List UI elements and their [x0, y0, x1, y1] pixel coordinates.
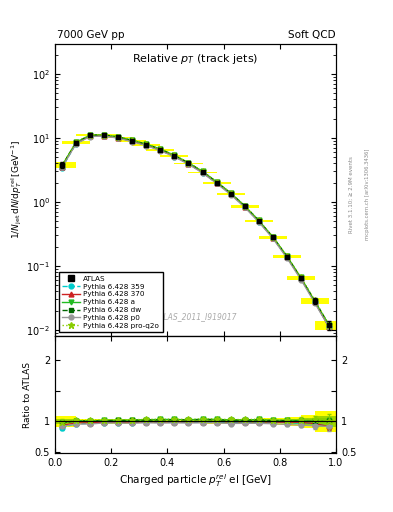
- Y-axis label: Ratio to ATLAS: Ratio to ATLAS: [23, 361, 32, 428]
- Bar: [189, 420, 217, 422]
- Bar: [76, 420, 104, 422]
- Bar: [132, 144, 160, 146]
- Bar: [217, 419, 245, 424]
- Text: mcplots.cern.ch [arXiv:1306.3436]: mcplots.cern.ch [arXiv:1306.3436]: [365, 149, 370, 240]
- Bar: [259, 420, 287, 423]
- Bar: [76, 134, 104, 136]
- Bar: [315, 411, 343, 432]
- Bar: [231, 420, 259, 423]
- Bar: [104, 137, 132, 138]
- Bar: [189, 172, 217, 173]
- Bar: [62, 141, 90, 144]
- Bar: [160, 420, 189, 422]
- Text: Rivet 3.1.10; ≥ 2.9M events: Rivet 3.1.10; ≥ 2.9M events: [349, 156, 354, 233]
- Bar: [259, 236, 287, 239]
- Bar: [245, 420, 273, 423]
- Text: ATLAS_2011_I919017: ATLAS_2011_I919017: [154, 312, 237, 322]
- Bar: [132, 419, 160, 423]
- Bar: [146, 419, 174, 423]
- Text: Relative $p_T$ (track jets): Relative $p_T$ (track jets): [132, 52, 259, 66]
- Bar: [76, 419, 104, 423]
- Bar: [48, 162, 76, 167]
- Bar: [174, 420, 202, 423]
- Bar: [217, 193, 245, 195]
- Bar: [315, 416, 343, 426]
- Bar: [118, 140, 146, 142]
- Bar: [273, 255, 301, 258]
- Bar: [118, 420, 146, 422]
- Bar: [202, 419, 231, 423]
- Y-axis label: $1/N_{\mathrm{jet}}\,\mathrm{d}N/\mathrm{d}p^{\mathrm{rel}}_T\,[\mathrm{GeV}^{-1: $1/N_{\mathrm{jet}}\,\mathrm{d}N/\mathrm…: [9, 140, 24, 239]
- Bar: [62, 418, 90, 424]
- Bar: [146, 420, 174, 422]
- Bar: [189, 419, 217, 423]
- Bar: [287, 276, 315, 280]
- Bar: [90, 420, 118, 422]
- Bar: [287, 417, 315, 426]
- Bar: [287, 419, 315, 424]
- Bar: [160, 155, 189, 157]
- Bar: [217, 420, 245, 422]
- Bar: [231, 205, 259, 208]
- Bar: [118, 419, 146, 423]
- Bar: [132, 420, 160, 422]
- Bar: [273, 418, 301, 425]
- Bar: [202, 420, 231, 422]
- X-axis label: Charged particle $p^{rel}_T$ el [GeV]: Charged particle $p^{rel}_T$ el [GeV]: [119, 472, 272, 489]
- Bar: [245, 220, 273, 223]
- Bar: [301, 418, 329, 424]
- Bar: [301, 298, 329, 305]
- Bar: [174, 163, 202, 164]
- Bar: [160, 420, 189, 423]
- Bar: [231, 419, 259, 424]
- Bar: [48, 419, 76, 424]
- Text: 7000 GeV pp: 7000 GeV pp: [57, 30, 125, 40]
- Bar: [146, 149, 174, 151]
- Bar: [259, 418, 287, 424]
- Bar: [104, 420, 132, 422]
- Bar: [245, 419, 273, 424]
- Bar: [90, 134, 118, 136]
- Bar: [273, 420, 301, 423]
- Legend: ATLAS, Pythia 6.428 359, Pythia 6.428 370, Pythia 6.428 a, Pythia 6.428 dw, Pyth: ATLAS, Pythia 6.428 359, Pythia 6.428 37…: [59, 272, 163, 332]
- Bar: [174, 420, 202, 422]
- Bar: [90, 419, 118, 423]
- Bar: [104, 419, 132, 423]
- Bar: [301, 415, 329, 428]
- Bar: [315, 321, 343, 330]
- Bar: [48, 416, 76, 427]
- Bar: [62, 420, 90, 423]
- Text: Soft QCD: Soft QCD: [288, 30, 335, 40]
- Bar: [202, 182, 231, 184]
